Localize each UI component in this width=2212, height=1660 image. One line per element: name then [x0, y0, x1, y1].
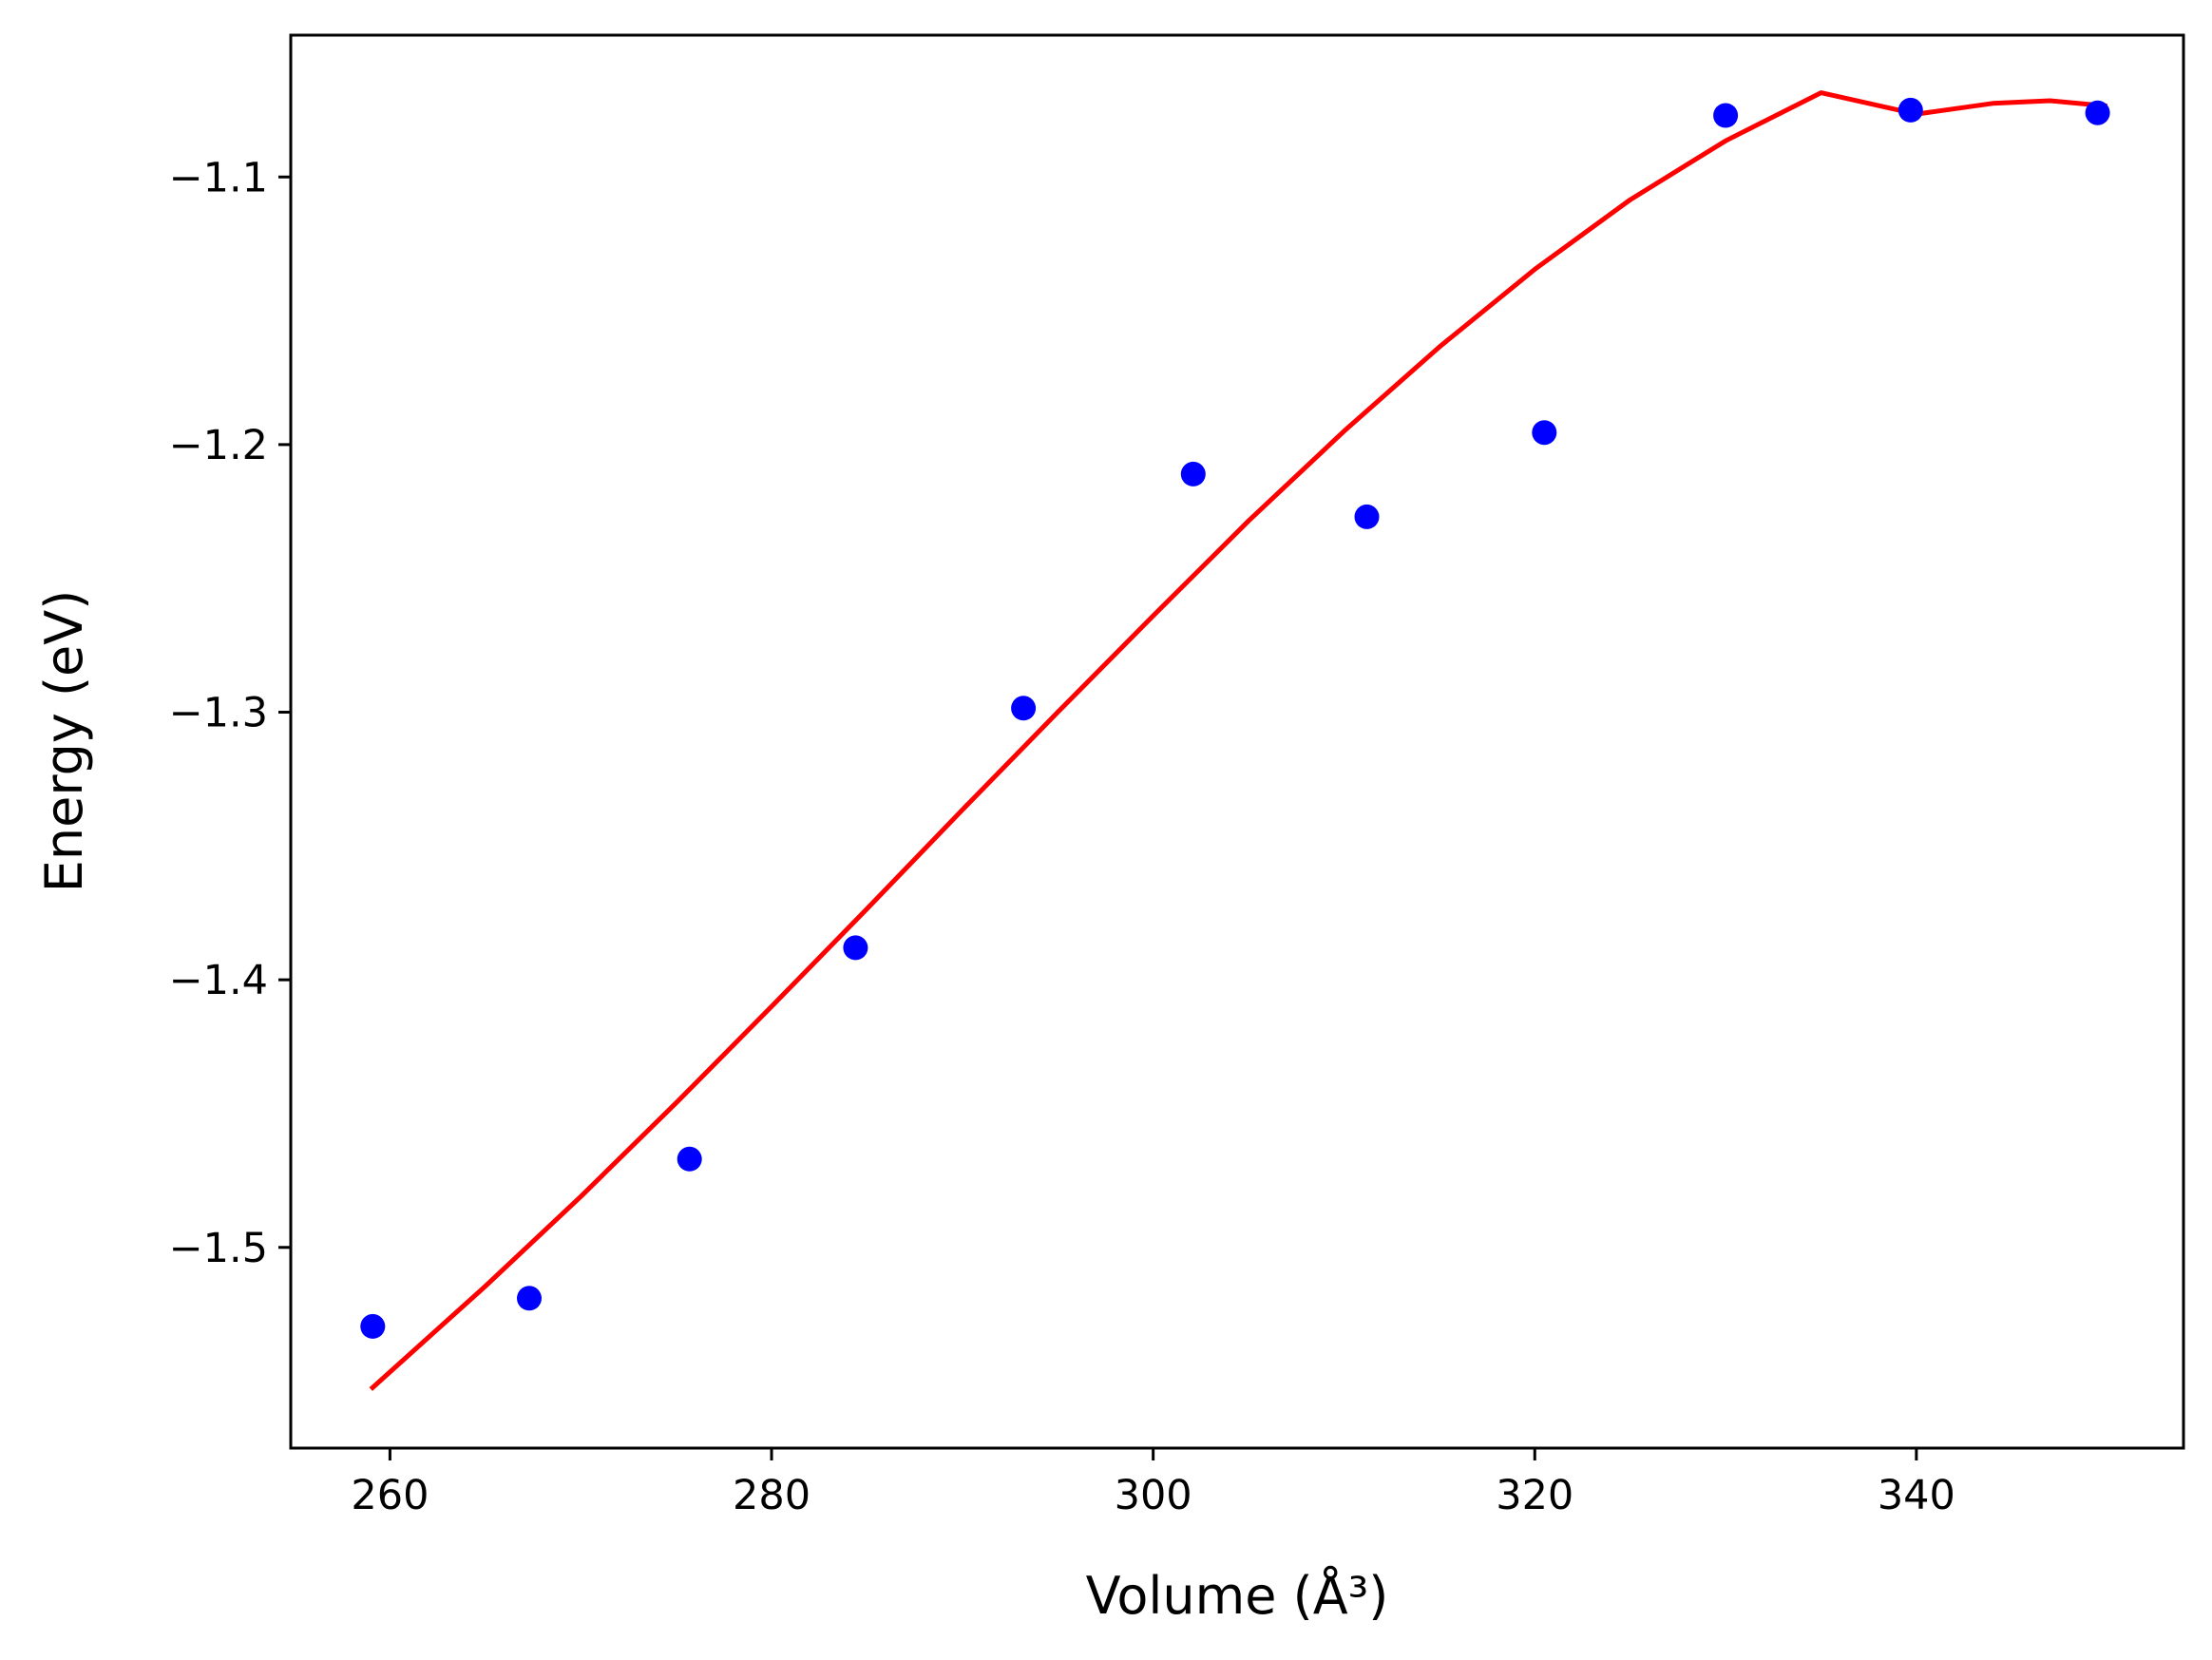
x-tick-label: 280: [733, 1472, 810, 1519]
y-axis-label: Energy (eV): [34, 590, 94, 893]
x-tick-label: 340: [1878, 1472, 1955, 1519]
y-tick-label: −1.5: [169, 1225, 268, 1272]
data-point: [1897, 97, 1923, 123]
data-point: [1354, 504, 1380, 529]
x-tick-label: 260: [351, 1472, 429, 1519]
x-axis-label: Volume (Å³): [1086, 1565, 1389, 1626]
data-point: [1180, 461, 1206, 487]
y-axis-ticks: −1.1 −1.2 −1.3 −1.4 −1.5: [169, 154, 291, 1272]
y-tick-label: −1.1: [169, 154, 268, 201]
y-tick-label: −1.3: [169, 690, 268, 737]
data-points-layer: [360, 97, 2110, 1339]
x-tick-label: 320: [1496, 1472, 1573, 1519]
data-point: [2085, 100, 2110, 125]
plot-frame: [289, 33, 2185, 1450]
x-tick-label: 300: [1115, 1472, 1192, 1519]
data-point: [1532, 420, 1557, 446]
data-point: [1713, 103, 1739, 128]
data-point: [360, 1313, 386, 1339]
data-point: [517, 1286, 542, 1311]
y-tick-label: −1.4: [169, 957, 268, 1004]
data-point: [843, 935, 868, 961]
data-point: [1011, 696, 1037, 721]
y-tick-label: −1.2: [169, 422, 268, 469]
x-axis-ticks: 260 280 300 320 340: [351, 1448, 1955, 1519]
data-point: [677, 1146, 702, 1172]
